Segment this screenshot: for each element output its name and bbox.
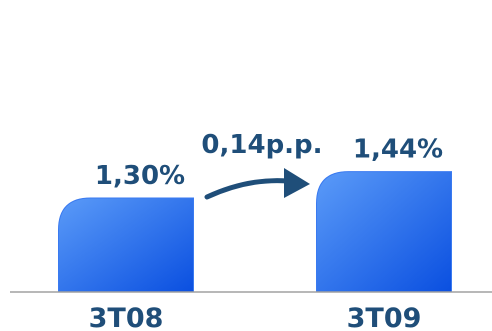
arrow-head-icon: [284, 168, 310, 198]
bar-3t08: [58, 197, 194, 293]
bar-3t09: [316, 171, 452, 293]
increase-arrow-icon: [204, 178, 291, 200]
bars-layer: [58, 171, 452, 293]
value-label-3t08: 1,30%: [95, 161, 185, 191]
category-label-3t08: 3T08: [89, 303, 164, 331]
category-label-3t09: 3T09: [347, 303, 422, 331]
value-label-3t09: 1,44%: [353, 135, 443, 165]
delta-annotation: 0,14p.p.: [201, 130, 322, 160]
labels-layer: 1,30% 3T08 1,44% 3T09: [89, 135, 443, 331]
